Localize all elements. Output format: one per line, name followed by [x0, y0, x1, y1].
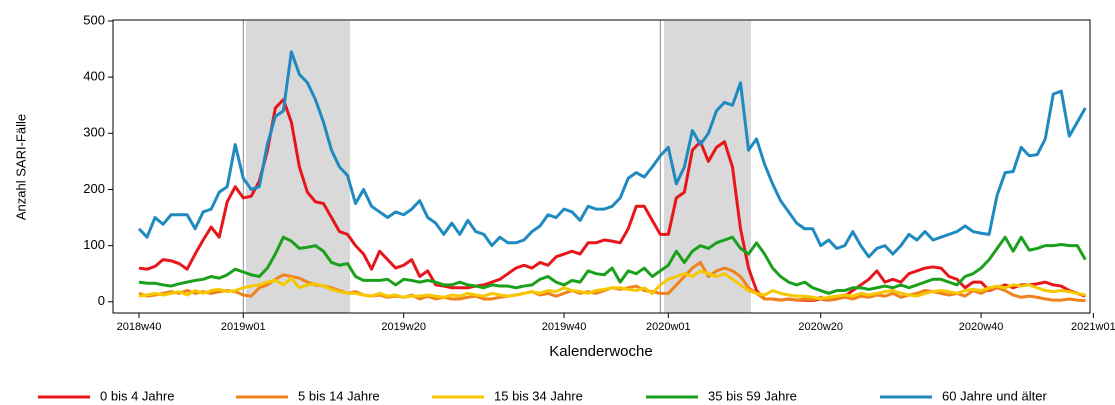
y-tick-label: 200 [83, 181, 105, 196]
series-line [138, 269, 1086, 301]
x-tick-label: 2020w01 [646, 321, 691, 333]
x-tick-label: 2019w01 [221, 321, 266, 333]
shaded-period [664, 21, 751, 313]
x-tick-label: 2019w20 [381, 321, 426, 333]
legend-label: 15 bis 34 Jahre [494, 388, 583, 403]
legend-label: 0 bis 4 Jahre [100, 388, 174, 403]
plot-frame [112, 19, 1091, 314]
x-axis-title: Kalenderwoche [549, 343, 652, 360]
x-tick-label: 2020w20 [798, 321, 843, 333]
legend-label: 60 Jahre und älter [942, 388, 1047, 403]
x-tick-label: 2019w40 [542, 321, 587, 333]
plot: 0 100 200 300 400 500 2018w40 2019w01 2019w20 201… [83, 12, 1115, 332]
y-axis-title: Anzahl SARI-Fälle [13, 114, 28, 220]
x-tick-label: 2021w01 [1071, 321, 1115, 333]
y-tick-label: 300 [83, 125, 105, 140]
legend-label: 5 bis 14 Jahre [298, 388, 380, 403]
series-line [138, 235, 1087, 295]
legend: 0 bis 4 Jahre 5 bis 14 Jahre 15 bis 34 Jah… [38, 388, 1047, 403]
y-tick-label: 0 [98, 293, 105, 308]
legend-label: 35 bis 59 Jahre [708, 388, 797, 403]
series-line [138, 98, 1086, 303]
y-tick-label: 400 [83, 69, 105, 84]
y-tick-label: 100 [83, 237, 105, 252]
y-tick-label: 500 [83, 12, 105, 27]
x-tick-label: 2020w40 [959, 321, 1004, 333]
series-line [137, 50, 1087, 259]
x-tick-label: 2018w40 [117, 321, 162, 333]
